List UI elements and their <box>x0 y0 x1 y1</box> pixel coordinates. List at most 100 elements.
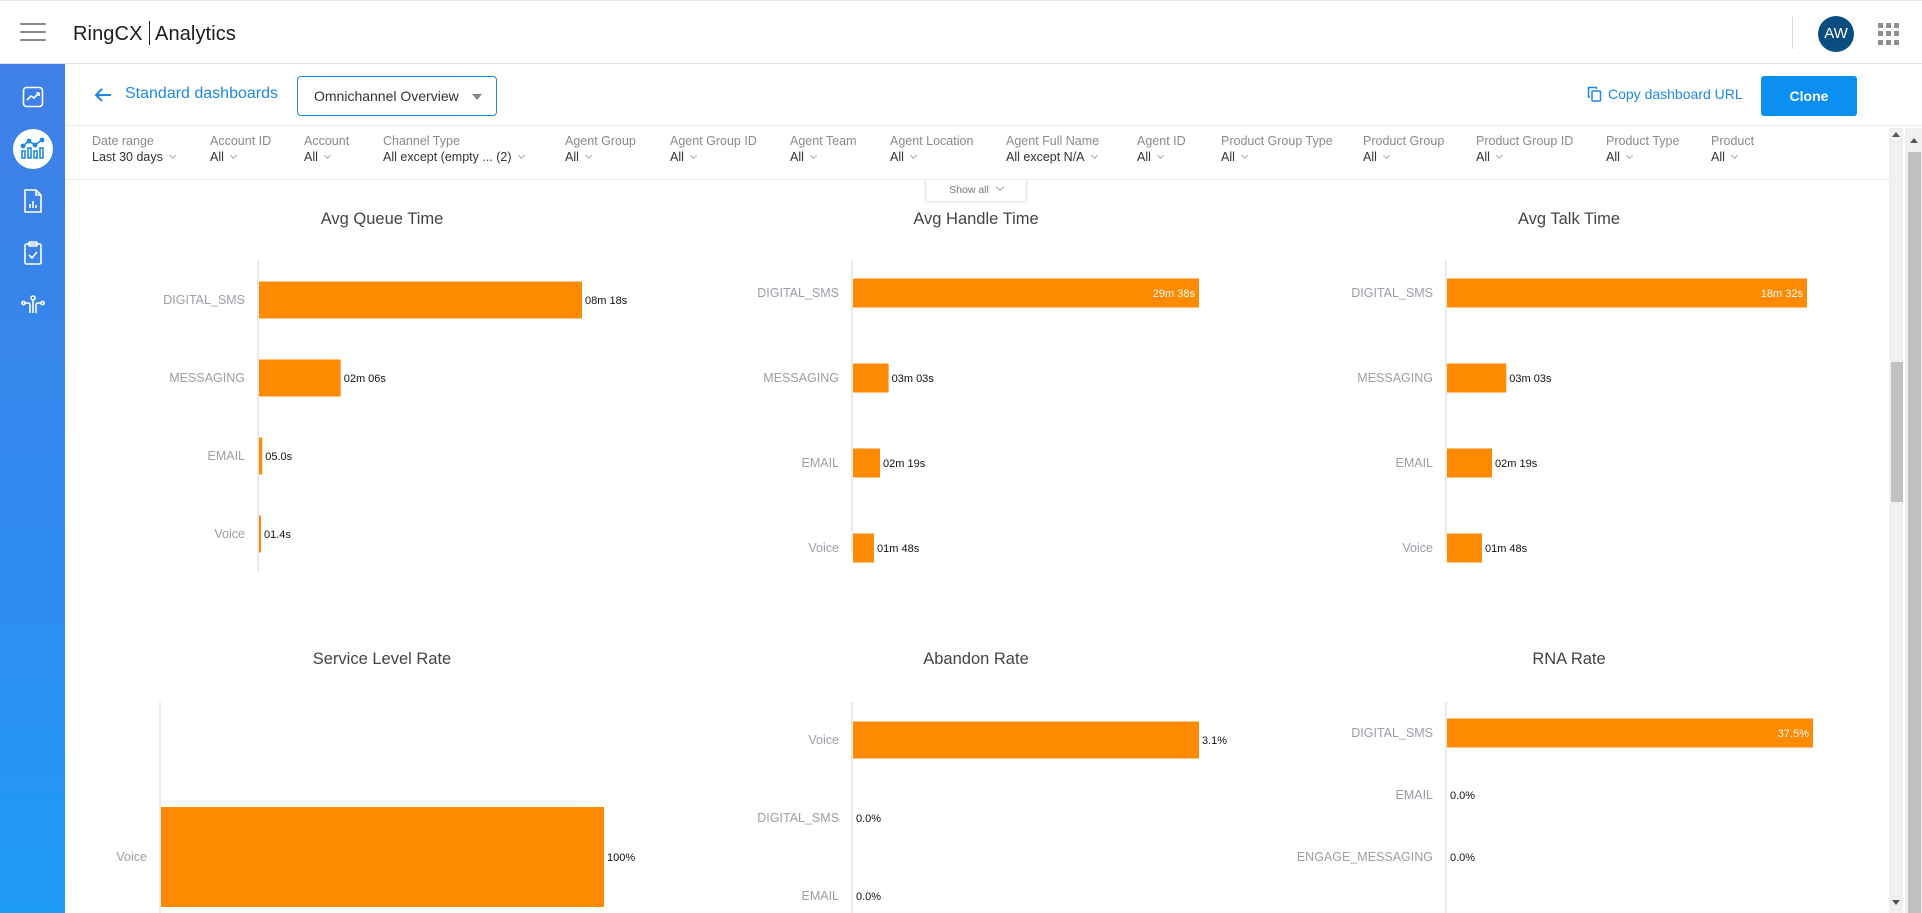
bar[interactable] <box>259 359 341 397</box>
bar[interactable] <box>853 278 1199 308</box>
filter-channel-type[interactable]: Channel Type All except (empty ... (2) <box>383 134 525 164</box>
bar[interactable] <box>259 437 263 475</box>
filter-value[interactable]: All except N/A <box>1006 150 1099 164</box>
bar[interactable] <box>853 533 875 563</box>
filter-value-text: All <box>210 150 224 164</box>
show-all-label: Show all <box>949 184 989 196</box>
scroll-up-arrow-icon[interactable] <box>1910 138 1918 143</box>
bar[interactable] <box>161 807 604 907</box>
filter-value[interactable]: All <box>565 150 636 164</box>
filter-value[interactable]: All <box>304 150 349 164</box>
chevron-down-icon <box>1090 151 1098 160</box>
chevron-down-icon <box>1240 151 1248 160</box>
bar[interactable] <box>1447 533 1482 563</box>
filter-value[interactable]: All <box>210 150 271 164</box>
chevron-down-icon <box>168 151 176 160</box>
filter-value[interactable]: Last 30 days <box>92 150 176 164</box>
filter-product-type[interactable]: Product Type All <box>1606 134 1679 164</box>
chevron-down-icon <box>229 151 237 160</box>
sidebar-item-integrations[interactable] <box>0 280 65 330</box>
page-scrollbar[interactable] <box>1905 128 1922 913</box>
filter-date-range[interactable]: Date range Last 30 days <box>92 134 176 164</box>
sidebar-item-reports[interactable] <box>0 176 65 226</box>
caret-down-icon <box>472 94 482 100</box>
copy-dashboard-url-button[interactable]: Copy dashboard URL <box>1587 86 1743 102</box>
filter-value-text: All <box>565 150 579 164</box>
top-header: RingCX Analytics AW <box>0 0 1922 64</box>
filter-product-group[interactable]: Product Group All <box>1363 134 1444 164</box>
filter-label: Agent Group <box>565 134 636 148</box>
filter-agent-id[interactable]: Agent ID All <box>1137 134 1186 164</box>
category-label: DIGITAL_SMS <box>757 811 839 825</box>
chart-title: Avg Queue Time <box>320 210 444 228</box>
bar[interactable] <box>853 721 1199 759</box>
apps-grid-icon[interactable] <box>1878 23 1900 45</box>
filter-product-group-id[interactable]: Product Group ID All <box>1476 134 1573 164</box>
category-label: Voice <box>214 527 245 541</box>
dashboard-toolbar: Standard dashboards Omnichannel Overview… <box>65 64 1922 126</box>
data-label: 08m 18s <box>585 295 628 307</box>
filter-value-text: All <box>1221 150 1235 164</box>
filter-value[interactable]: All <box>1711 150 1754 164</box>
bar[interactable] <box>259 515 261 553</box>
filter-account[interactable]: Account All <box>304 134 349 164</box>
filter-product-group-type[interactable]: Product Group Type All <box>1221 134 1333 164</box>
breadcrumb-standard-dashboards[interactable]: Standard dashboards <box>125 85 278 102</box>
bar[interactable] <box>853 448 881 478</box>
filter-value-text: All except N/A <box>1006 150 1085 164</box>
filter-agent-location[interactable]: Agent Location All <box>890 134 973 164</box>
sidebar-item-trends[interactable] <box>0 72 65 122</box>
bar[interactable] <box>1447 448 1492 478</box>
data-label: 0.0% <box>1450 852 1475 864</box>
data-label: 01m 48s <box>877 543 920 555</box>
show-all-filters-button[interactable]: Show all <box>925 180 1027 202</box>
bar[interactable] <box>259 281 582 319</box>
filter-value[interactable]: All <box>1221 150 1333 164</box>
scroll-up-arrow-icon[interactable] <box>1892 132 1900 137</box>
scrollbar-thumb[interactable] <box>1908 152 1921 913</box>
clone-button[interactable]: Clone <box>1761 76 1857 116</box>
dashboard-select[interactable]: Omnichannel Overview <box>297 76 497 116</box>
chevron-down-icon <box>689 151 697 160</box>
filter-value[interactable]: All except (empty ... (2) <box>383 150 525 164</box>
filter-agent-full-name[interactable]: Agent Full Name All except N/A <box>1006 134 1099 164</box>
filter-label: Account <box>304 134 350 148</box>
chevron-down-icon <box>517 151 525 160</box>
filter-value[interactable]: All <box>890 150 973 164</box>
category-label: Voice <box>808 733 839 747</box>
filter-value[interactable]: All <box>1363 150 1444 164</box>
chart-title: Abandon Rate <box>923 650 1029 668</box>
filter-value[interactable]: All <box>670 150 757 164</box>
menu-icon[interactable] <box>20 23 46 43</box>
category-label: Voice <box>1402 541 1433 555</box>
filter-value[interactable]: All <box>790 150 856 164</box>
dashboard-scrollbar[interactable] <box>1889 128 1903 913</box>
data-label: 01.4s <box>264 529 291 541</box>
sidebar-item-tasks[interactable] <box>0 228 65 278</box>
chevron-down-icon <box>1156 151 1164 160</box>
filter-value[interactable]: All <box>1137 150 1186 164</box>
avatar[interactable]: AW <box>1818 16 1854 52</box>
bar[interactable] <box>853 363 889 393</box>
bar[interactable] <box>1447 278 1807 308</box>
sidebar-item-dashboards[interactable] <box>0 124 65 174</box>
filter-value[interactable]: All <box>1476 150 1573 164</box>
back-arrow-icon[interactable] <box>91 83 115 107</box>
bar[interactable] <box>1447 718 1813 748</box>
filter-agent-team[interactable]: Agent Team All <box>790 134 856 164</box>
chevron-down-icon <box>809 151 817 160</box>
bar[interactable] <box>1447 363 1507 393</box>
filter-value-text: All <box>1137 150 1151 164</box>
filter-account-id[interactable]: Account ID All <box>210 134 271 164</box>
product-name: Analytics <box>155 23 236 45</box>
category-label: MESSAGING <box>1357 371 1433 385</box>
scroll-down-arrow-icon[interactable] <box>1892 900 1900 905</box>
filter-value[interactable]: All <box>1606 150 1679 164</box>
chevron-down-icon <box>909 151 917 160</box>
category-label: MESSAGING <box>763 371 839 385</box>
copy-dashboard-url-label: Copy dashboard URL <box>1608 86 1743 102</box>
filter-product[interactable]: Product All <box>1711 134 1754 164</box>
filter-agent-group[interactable]: Agent Group All <box>565 134 636 164</box>
filter-agent-group-id[interactable]: Agent Group ID All <box>670 134 757 164</box>
scrollbar-thumb[interactable] <box>1891 362 1903 502</box>
